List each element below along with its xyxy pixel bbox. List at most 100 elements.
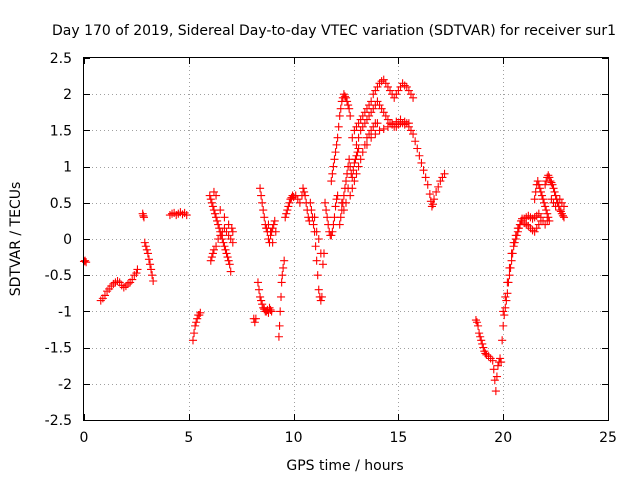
data-point — [313, 271, 322, 280]
data-point — [358, 148, 367, 157]
data-point — [541, 202, 550, 211]
data-point — [533, 177, 542, 186]
data-point — [502, 296, 511, 305]
data-point — [415, 151, 424, 160]
data-point — [277, 278, 286, 287]
data-point — [282, 209, 291, 218]
data-point — [139, 211, 148, 220]
data-point — [189, 329, 199, 338]
y-tick-label: 1 — [63, 160, 72, 176]
data-point — [371, 129, 380, 139]
data-point — [428, 200, 438, 209]
data-point — [335, 220, 344, 229]
data-point — [227, 224, 236, 233]
data-point — [223, 253, 232, 262]
data-point — [339, 205, 348, 215]
data-point — [538, 195, 548, 204]
data-point — [143, 249, 152, 258]
data-point — [221, 245, 230, 254]
data-point — [214, 220, 223, 229]
data-point — [254, 285, 264, 294]
tick-marks — [84, 58, 609, 421]
data-point — [128, 275, 137, 284]
data-point — [496, 354, 505, 363]
y-tick-label: -2 — [58, 377, 72, 393]
data-point — [207, 253, 216, 262]
data-point — [311, 242, 320, 251]
data-point — [322, 205, 331, 215]
data-point — [500, 310, 509, 320]
data-point — [207, 198, 216, 207]
data-point — [354, 133, 363, 142]
data-point — [307, 205, 316, 215]
data-point — [275, 321, 284, 330]
data-point — [332, 140, 341, 149]
x-axis-label: GPS time / hours — [286, 458, 403, 474]
data-point — [505, 271, 514, 280]
data-point — [210, 209, 220, 218]
data-point — [334, 122, 343, 131]
x-tick-label: 15 — [389, 430, 407, 446]
data-point — [228, 227, 237, 236]
y-tick-label: 2 — [63, 87, 72, 103]
data-point — [317, 292, 326, 301]
data-point — [481, 349, 490, 358]
data-point — [335, 111, 344, 120]
data-point — [281, 213, 290, 222]
data-point — [328, 227, 337, 236]
data-point — [211, 242, 221, 251]
data-point — [350, 177, 359, 186]
data-point — [270, 216, 279, 225]
plot-border — [83, 57, 609, 421]
data-point — [191, 321, 200, 330]
data-point — [479, 343, 488, 352]
y-tick-label: -0.5 — [45, 268, 72, 284]
data-point — [300, 187, 309, 196]
data-point — [100, 291, 110, 300]
data-point — [224, 220, 233, 229]
data-point — [279, 263, 288, 273]
data-point — [536, 187, 545, 196]
data-point — [256, 184, 265, 193]
data-point — [258, 300, 267, 309]
data-point — [298, 184, 308, 193]
data-point — [477, 336, 486, 345]
data-point — [472, 318, 482, 327]
data-point — [211, 191, 221, 200]
data-point — [341, 198, 351, 207]
y-tick-label: -1.5 — [45, 341, 72, 357]
y-tick-label: 1.5 — [50, 123, 72, 139]
data-point — [350, 158, 359, 168]
data-point — [404, 119, 413, 128]
data-point — [228, 238, 237, 247]
y-axis-label: SDTVAR / TECUs — [8, 182, 24, 297]
data-point — [253, 278, 263, 287]
data-point — [257, 296, 266, 305]
data-point — [493, 361, 503, 370]
data-point — [352, 151, 361, 160]
data-point — [224, 256, 233, 265]
chart-title: Day 170 of 2019, Sidereal Day-to-day VTE… — [52, 23, 616, 39]
data-point — [558, 211, 567, 220]
data-point — [219, 238, 228, 247]
data-point — [329, 162, 338, 171]
data-point — [260, 213, 269, 222]
data-point — [266, 227, 275, 236]
data-point — [250, 318, 259, 327]
data-point — [476, 332, 485, 341]
data-point — [341, 93, 351, 102]
data-point — [346, 191, 355, 200]
data-point — [331, 148, 340, 157]
data-point — [327, 231, 336, 240]
data-point — [507, 256, 516, 265]
data-point — [147, 265, 156, 274]
data-point — [362, 140, 372, 149]
data-point — [133, 265, 142, 274]
data-point — [423, 180, 432, 189]
data-point — [475, 329, 484, 338]
data-point — [251, 314, 260, 323]
data-point — [507, 249, 516, 258]
data-point — [220, 213, 229, 222]
data-point — [330, 155, 339, 164]
